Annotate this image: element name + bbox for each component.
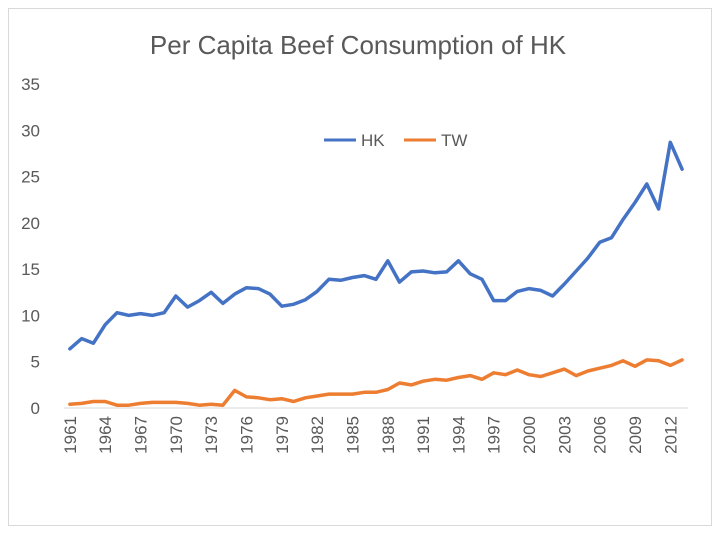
y-tick-label: 35 [21,75,40,94]
x-axis: 1961 1964 1967 1970 1973 1976 1979 1982 1985 1988… [61,416,680,454]
x-tick-label: 2009 [626,416,645,454]
y-tick-label: 10 [21,306,40,325]
y-axis: 0 5 10 15 20 25 30 35 [21,75,40,418]
x-tick-label: 2000 [520,416,539,454]
chart-legend: HK TW [324,131,467,150]
y-tick-label: 15 [21,260,40,279]
y-tick-label: 25 [21,168,40,187]
x-tick-label: 1964 [96,416,115,454]
x-tick-label: 1979 [273,416,292,454]
x-tick-label: 1997 [485,416,504,454]
chart-frame [8,8,712,526]
x-tick-label: 1961 [61,416,80,454]
y-tick-label: 30 [21,121,40,140]
x-tick-label: 2012 [661,416,680,454]
y-tick-label: 0 [31,399,40,418]
series-line-hk [68,140,684,351]
x-tick-label: 2006 [591,416,610,454]
y-tick-label: 5 [31,353,40,372]
y-tick-label: 20 [21,214,40,233]
x-tick-label: 1967 [132,416,151,454]
x-tick-label: 1976 [237,416,256,454]
series-layer [68,140,684,407]
x-tick-label: 1970 [167,416,186,454]
x-tick-label: 1985 [343,416,362,454]
x-tick-label: 1982 [308,416,327,454]
x-tick-label: 1988 [379,416,398,454]
x-tick-label: 1991 [414,416,433,454]
series-line-tw [68,358,684,407]
legend-label-tw: TW [441,131,467,150]
x-tick-label: 2003 [555,416,574,454]
chart-title: Per Capita Beef Consumption of HK [150,30,567,60]
x-tick-label: 1994 [449,416,468,454]
x-tick-label: 1973 [202,416,221,454]
legend-label-hk: HK [361,131,385,150]
